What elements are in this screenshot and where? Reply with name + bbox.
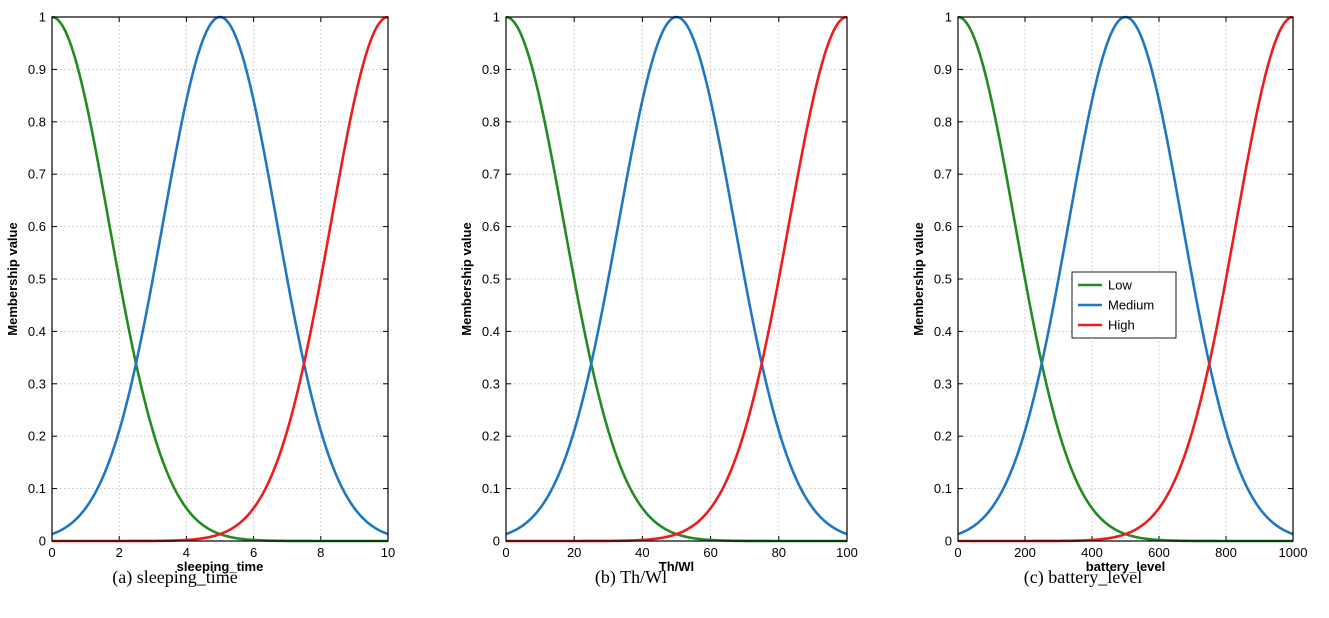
series-line-medium bbox=[505, 15, 848, 536]
y-tick-label: 0.5 bbox=[28, 272, 46, 287]
y-tick-label: 0.8 bbox=[482, 114, 500, 129]
x-tick-label: 400 bbox=[1081, 545, 1103, 560]
y-tick-label: 0.1 bbox=[28, 481, 46, 496]
y-tick-label: 1 bbox=[39, 10, 46, 25]
chart-panel-sleeping-time: 0 2 4 6 8 10 0 0.1 0.2 0.3 0.4 0.5 0.6 0.7 0.8 0.9 1 slee… bbox=[5, 10, 395, 589]
y-tick-label: 0.2 bbox=[934, 429, 952, 444]
y-axis-label: Membership value bbox=[911, 222, 926, 335]
x-tick-label: 8 bbox=[317, 545, 324, 560]
y-tick-label: 0.3 bbox=[934, 376, 952, 391]
y-axis-label: Membership value bbox=[5, 222, 20, 335]
y-tick-label: 1 bbox=[945, 10, 952, 25]
y-tick-label: 0 bbox=[39, 534, 46, 549]
y-tick-label: 0 bbox=[493, 534, 500, 549]
x-tick-label: 60 bbox=[703, 545, 717, 560]
y-tick-label: 0.5 bbox=[482, 272, 500, 287]
y-tick-label: 0.9 bbox=[28, 62, 46, 77]
y-tick-label: 0.8 bbox=[28, 114, 46, 129]
y-tick-label: 0 bbox=[945, 534, 952, 549]
x-tick-label: 0 bbox=[954, 545, 961, 560]
y-tick-label: 0.5 bbox=[934, 272, 952, 287]
chart-panel-th-wl: 0 20 40 60 80 100 0 0.1 0.2 0.3 0.4 0.5 0.6 0.7 0.8 0.9… bbox=[459, 10, 858, 589]
y-tick-label: 0.9 bbox=[482, 62, 500, 77]
y-tick-label: 0.3 bbox=[28, 376, 46, 391]
y-tick-label: 0.2 bbox=[482, 429, 500, 444]
plot-frame bbox=[51, 16, 389, 542]
x-tick-label: 0 bbox=[502, 545, 509, 560]
series-line-high bbox=[506, 15, 848, 543]
chart-panel-battery-level: 0 200 400 600 800 1000 0 0.1 0.2 0.3 0.4 0.5 0.6 0.7 0… bbox=[911, 10, 1307, 589]
legend-label-medium: Medium bbox=[1108, 298, 1154, 313]
x-tick-label: 100 bbox=[836, 545, 858, 560]
y-tick-label: 0.6 bbox=[934, 219, 952, 234]
y-tick-label: 0.1 bbox=[934, 481, 952, 496]
x-tick-label: 4 bbox=[183, 545, 190, 560]
figure-caption: (c) battery_level bbox=[1024, 567, 1142, 588]
y-tick-label: 0.1 bbox=[482, 481, 500, 496]
x-tick-label: 2 bbox=[116, 545, 123, 560]
x-tick-label: 0 bbox=[48, 545, 55, 560]
legend: Low Medium High bbox=[1071, 271, 1177, 339]
figure-caption: (b) Th/Wl bbox=[595, 567, 667, 588]
plot-frame bbox=[505, 16, 848, 542]
y-tick-label: 0.6 bbox=[482, 219, 500, 234]
x-tick-label: 6 bbox=[250, 545, 257, 560]
y-tick-label: 0.7 bbox=[482, 167, 500, 182]
y-tick-label: 1 bbox=[493, 10, 500, 25]
y-tick-label: 0.7 bbox=[28, 167, 46, 182]
legend-label-low: Low bbox=[1108, 278, 1132, 293]
x-tick-label: 10 bbox=[381, 545, 395, 560]
y-tick-label: 0.6 bbox=[28, 219, 46, 234]
y-tick-label: 0.2 bbox=[28, 429, 46, 444]
y-tick-label: 0.3 bbox=[482, 376, 500, 391]
x-tick-label: 20 bbox=[567, 545, 581, 560]
x-tick-label: 1000 bbox=[1279, 545, 1308, 560]
figure-caption: (a) sleeping_time bbox=[112, 567, 237, 588]
x-tick-label: 200 bbox=[1014, 545, 1036, 560]
y-tick-label: 0.9 bbox=[934, 62, 952, 77]
legend-label-high: High bbox=[1108, 318, 1135, 333]
x-axis-label: sleeping_time bbox=[177, 559, 264, 574]
x-tick-label: 40 bbox=[635, 545, 649, 560]
series-line-low bbox=[505, 15, 847, 543]
y-tick-label: 0.8 bbox=[934, 114, 952, 129]
x-tick-label: 80 bbox=[772, 545, 786, 560]
series-line-medium bbox=[51, 15, 389, 536]
y-tick-label: 0.4 bbox=[28, 324, 46, 339]
x-tick-label: 800 bbox=[1215, 545, 1237, 560]
y-tick-label: 0.4 bbox=[482, 324, 500, 339]
plot-frame bbox=[957, 16, 1294, 542]
y-tick-label: 0.7 bbox=[934, 167, 952, 182]
y-tick-label: 0.4 bbox=[934, 324, 952, 339]
x-axis-label: battery_level bbox=[1086, 559, 1166, 574]
x-tick-label: 600 bbox=[1148, 545, 1170, 560]
x-axis-label: Th/Wl bbox=[659, 559, 694, 574]
y-axis-label: Membership value bbox=[459, 222, 474, 335]
